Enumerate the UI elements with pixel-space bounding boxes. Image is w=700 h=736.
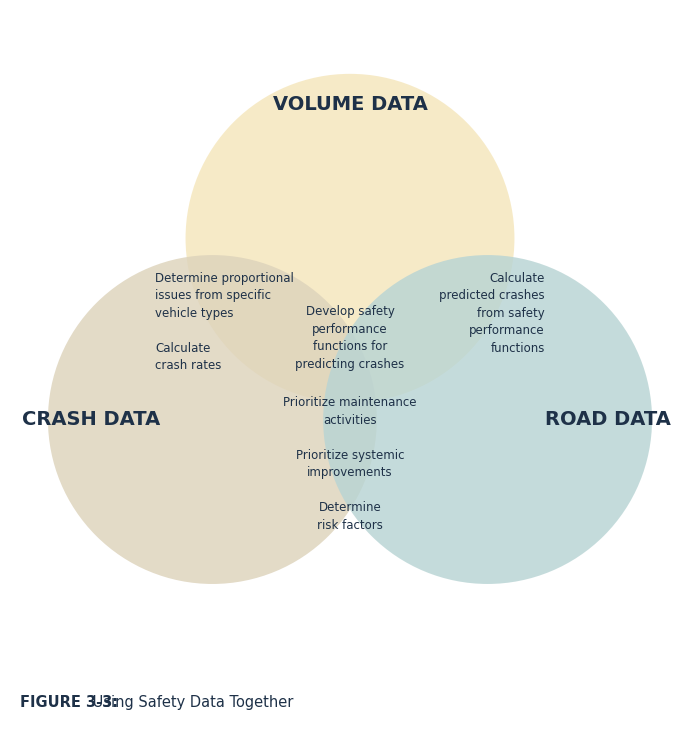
Text: Determine proportional
issues from specific
vehicle types

Calculate
crash rates: Determine proportional issues from speci…: [155, 272, 294, 372]
Circle shape: [48, 255, 377, 584]
Text: Develop safety
performance
functions for
predicting crashes: Develop safety performance functions for…: [295, 305, 405, 371]
Circle shape: [186, 74, 514, 403]
Circle shape: [323, 255, 652, 584]
Text: FIGURE 3-3:: FIGURE 3-3:: [20, 695, 118, 710]
Text: Calculate
predicted crashes
from safety
performance
functions: Calculate predicted crashes from safety …: [439, 272, 545, 355]
Text: CRASH DATA: CRASH DATA: [22, 410, 161, 429]
Text: ROAD DATA: ROAD DATA: [545, 410, 671, 429]
Text: Using Safety Data Together: Using Safety Data Together: [88, 695, 293, 710]
Text: Prioritize maintenance
activities

Prioritize systemic
improvements

Determine
r: Prioritize maintenance activities Priori…: [284, 396, 416, 531]
Text: VOLUME DATA: VOLUME DATA: [272, 94, 428, 113]
